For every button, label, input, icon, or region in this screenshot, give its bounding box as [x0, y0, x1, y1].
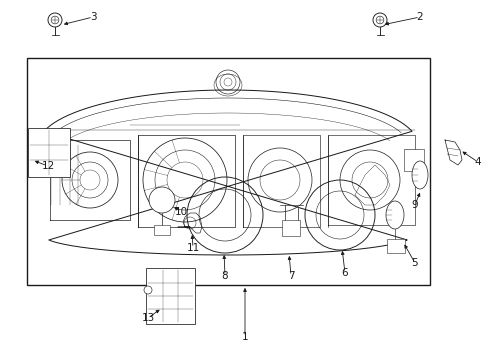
Circle shape [149, 187, 175, 213]
Text: 1: 1 [241, 332, 248, 342]
Circle shape [372, 13, 386, 27]
FancyBboxPatch shape [386, 239, 404, 253]
Text: 8: 8 [221, 271, 228, 281]
Text: 5: 5 [411, 258, 417, 268]
FancyBboxPatch shape [154, 225, 170, 235]
Bar [27, 58, 429, 285]
Text: 2: 2 [416, 12, 423, 22]
Ellipse shape [411, 161, 427, 189]
Text: 11: 11 [186, 243, 199, 253]
Text: 6: 6 [341, 268, 347, 278]
Circle shape [143, 286, 152, 294]
Text: 10: 10 [174, 207, 187, 217]
Circle shape [48, 13, 62, 27]
FancyBboxPatch shape [282, 220, 299, 236]
Text: 9: 9 [411, 200, 417, 210]
FancyBboxPatch shape [28, 128, 70, 177]
Text: 12: 12 [41, 161, 55, 171]
Text: 7: 7 [287, 271, 294, 281]
Ellipse shape [385, 201, 403, 229]
Text: 4: 4 [474, 157, 480, 167]
FancyBboxPatch shape [403, 149, 423, 171]
Text: 3: 3 [89, 12, 96, 22]
Text: 13: 13 [141, 313, 154, 323]
FancyBboxPatch shape [146, 268, 195, 324]
